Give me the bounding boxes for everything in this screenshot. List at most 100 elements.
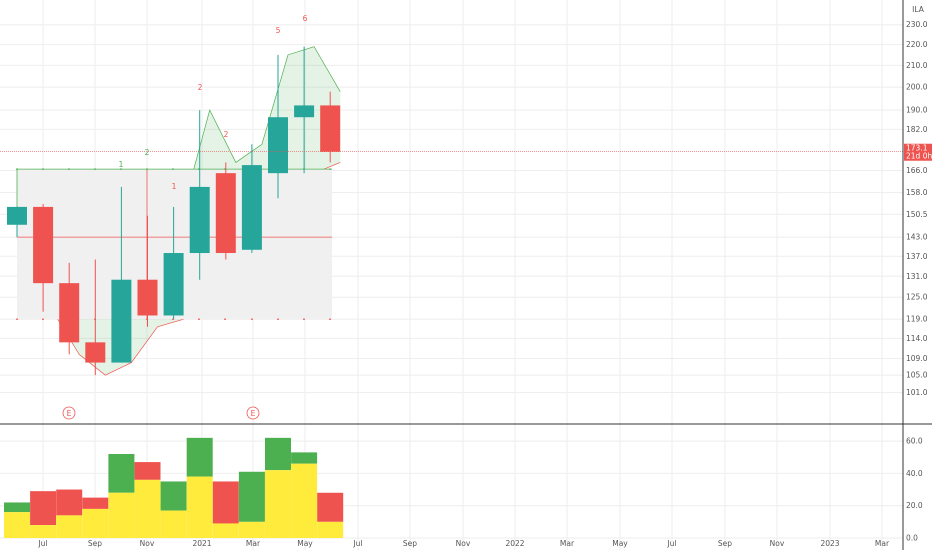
candle-body[interactable] [59, 283, 80, 343]
volume-bar[interactable] [56, 489, 83, 516]
x-tick-label: Jul [666, 539, 676, 548]
y-tick-label: 143.0 [906, 233, 928, 242]
x-tick-label: Nov [770, 539, 785, 548]
x-tick-label: 2022 [505, 539, 524, 548]
y-tick-label: 131.0 [906, 272, 928, 281]
symbol-label: ILA [912, 5, 925, 14]
x-tick-label: 2021 [192, 539, 211, 548]
volume-base-bar[interactable] [82, 508, 109, 538]
earnings-label: E [251, 409, 256, 418]
range-dot [172, 168, 174, 171]
y-tick-label: 137.0 [906, 252, 928, 261]
pivot-label: 1 [119, 160, 124, 169]
price-badge-price: 173.1 [906, 144, 928, 153]
y-tick-label: 166.0 [906, 166, 928, 175]
candle-body[interactable] [268, 117, 288, 174]
y-tick-label: 200.0 [906, 83, 928, 92]
range-dot [16, 318, 18, 321]
y-tick-label: 105.0 [906, 371, 928, 380]
pivot-label: 2 [145, 148, 150, 157]
grid-layer [0, 0, 903, 550]
x-tick-label: 2023 [820, 539, 839, 548]
x-tick-label: Sep [718, 539, 732, 548]
x-tick-label: May [297, 539, 313, 548]
candle-layer[interactable] [0, 46, 903, 376]
volume-base-bar[interactable] [265, 470, 291, 538]
y-tick-label: 119.0 [906, 315, 928, 324]
y-tick-label: 220.0 [906, 40, 928, 49]
volume-bar[interactable] [134, 462, 161, 480]
vol-tick-label: 20.0 [906, 501, 923, 510]
x-tick-label: Nov [456, 539, 471, 548]
volume-bar[interactable] [4, 502, 30, 513]
volume-base-bar[interactable] [186, 476, 213, 538]
candle-body[interactable] [111, 279, 132, 363]
range-dot [68, 168, 70, 171]
candle-body[interactable] [85, 342, 106, 363]
earnings-marker[interactable] [246, 406, 260, 420]
pivot-label: 5 [276, 26, 281, 35]
volume-bar[interactable] [160, 481, 187, 511]
y-tick-label: 158.0 [906, 188, 928, 197]
volume-bar[interactable] [186, 437, 213, 477]
volume-base-bar[interactable] [291, 463, 318, 538]
volume-base-bar[interactable] [30, 525, 57, 538]
vol-tick-label: 40.0 [906, 469, 923, 478]
pivot-label: 2 [224, 130, 229, 139]
volume-bar[interactable] [238, 471, 265, 522]
vol-tick-label: 60.0 [906, 437, 923, 446]
range-dot [329, 168, 331, 171]
y-tick-label: 109.0 [906, 354, 928, 363]
volume-bar[interactable] [82, 497, 109, 509]
range-dot [16, 168, 18, 171]
x-tick-label: Jul [37, 539, 47, 548]
volume-base-bar[interactable] [212, 523, 239, 538]
range-dot [303, 318, 305, 321]
range-dot [224, 318, 226, 321]
volume-base-bar[interactable] [108, 492, 135, 538]
volume-base-bar[interactable] [160, 510, 187, 538]
range-dot [277, 318, 279, 321]
candle-body[interactable] [215, 173, 236, 254]
x-tick-label: Sep [403, 539, 417, 548]
volume-base-bar[interactable] [56, 515, 83, 538]
volume-bar[interactable] [317, 492, 344, 522]
range-dot [120, 168, 122, 171]
range-dot [42, 168, 44, 171]
volume-base-bar[interactable] [238, 521, 265, 538]
volume-bar[interactable] [108, 454, 135, 493]
candle-body[interactable] [241, 165, 262, 250]
candle-body[interactable] [137, 279, 158, 316]
volume-layer[interactable] [4, 437, 344, 538]
x-tick-label: Jul [352, 539, 362, 548]
pivot-label: 6 [303, 14, 308, 23]
candle-body[interactable] [163, 253, 184, 316]
candle-body[interactable] [189, 186, 210, 254]
y-tick-label: 230.0 [906, 20, 928, 29]
x-tick-label: Mar [875, 539, 890, 548]
y-tick-label: 101.0 [906, 388, 928, 397]
x-tick-label: Sep [88, 539, 102, 548]
earnings-marker[interactable] [62, 406, 76, 420]
volume-bar[interactable] [291, 452, 318, 464]
candle-body[interactable] [33, 206, 54, 284]
volume-bar[interactable] [30, 491, 57, 526]
volume-bar[interactable] [265, 437, 291, 471]
range-dot [94, 168, 96, 171]
x-tick-label: Mar [246, 539, 261, 548]
volume-base-bar[interactable] [134, 479, 161, 538]
y-tick-label: 182.0 [906, 125, 928, 134]
y-tick-label: 114.0 [906, 334, 928, 343]
range-dot [42, 318, 44, 321]
candle-body[interactable] [294, 105, 315, 118]
pivot-label: 1 [172, 182, 177, 191]
y-tick-label: 125.0 [906, 293, 928, 302]
volume-base-bar[interactable] [317, 521, 344, 538]
range-dot [198, 318, 200, 321]
volume-bar[interactable] [212, 481, 239, 524]
price-badge[interactable] [904, 143, 932, 161]
candle-body[interactable] [7, 206, 27, 225]
volume-base-bar[interactable] [4, 512, 30, 538]
candle-body[interactable] [320, 105, 341, 152]
